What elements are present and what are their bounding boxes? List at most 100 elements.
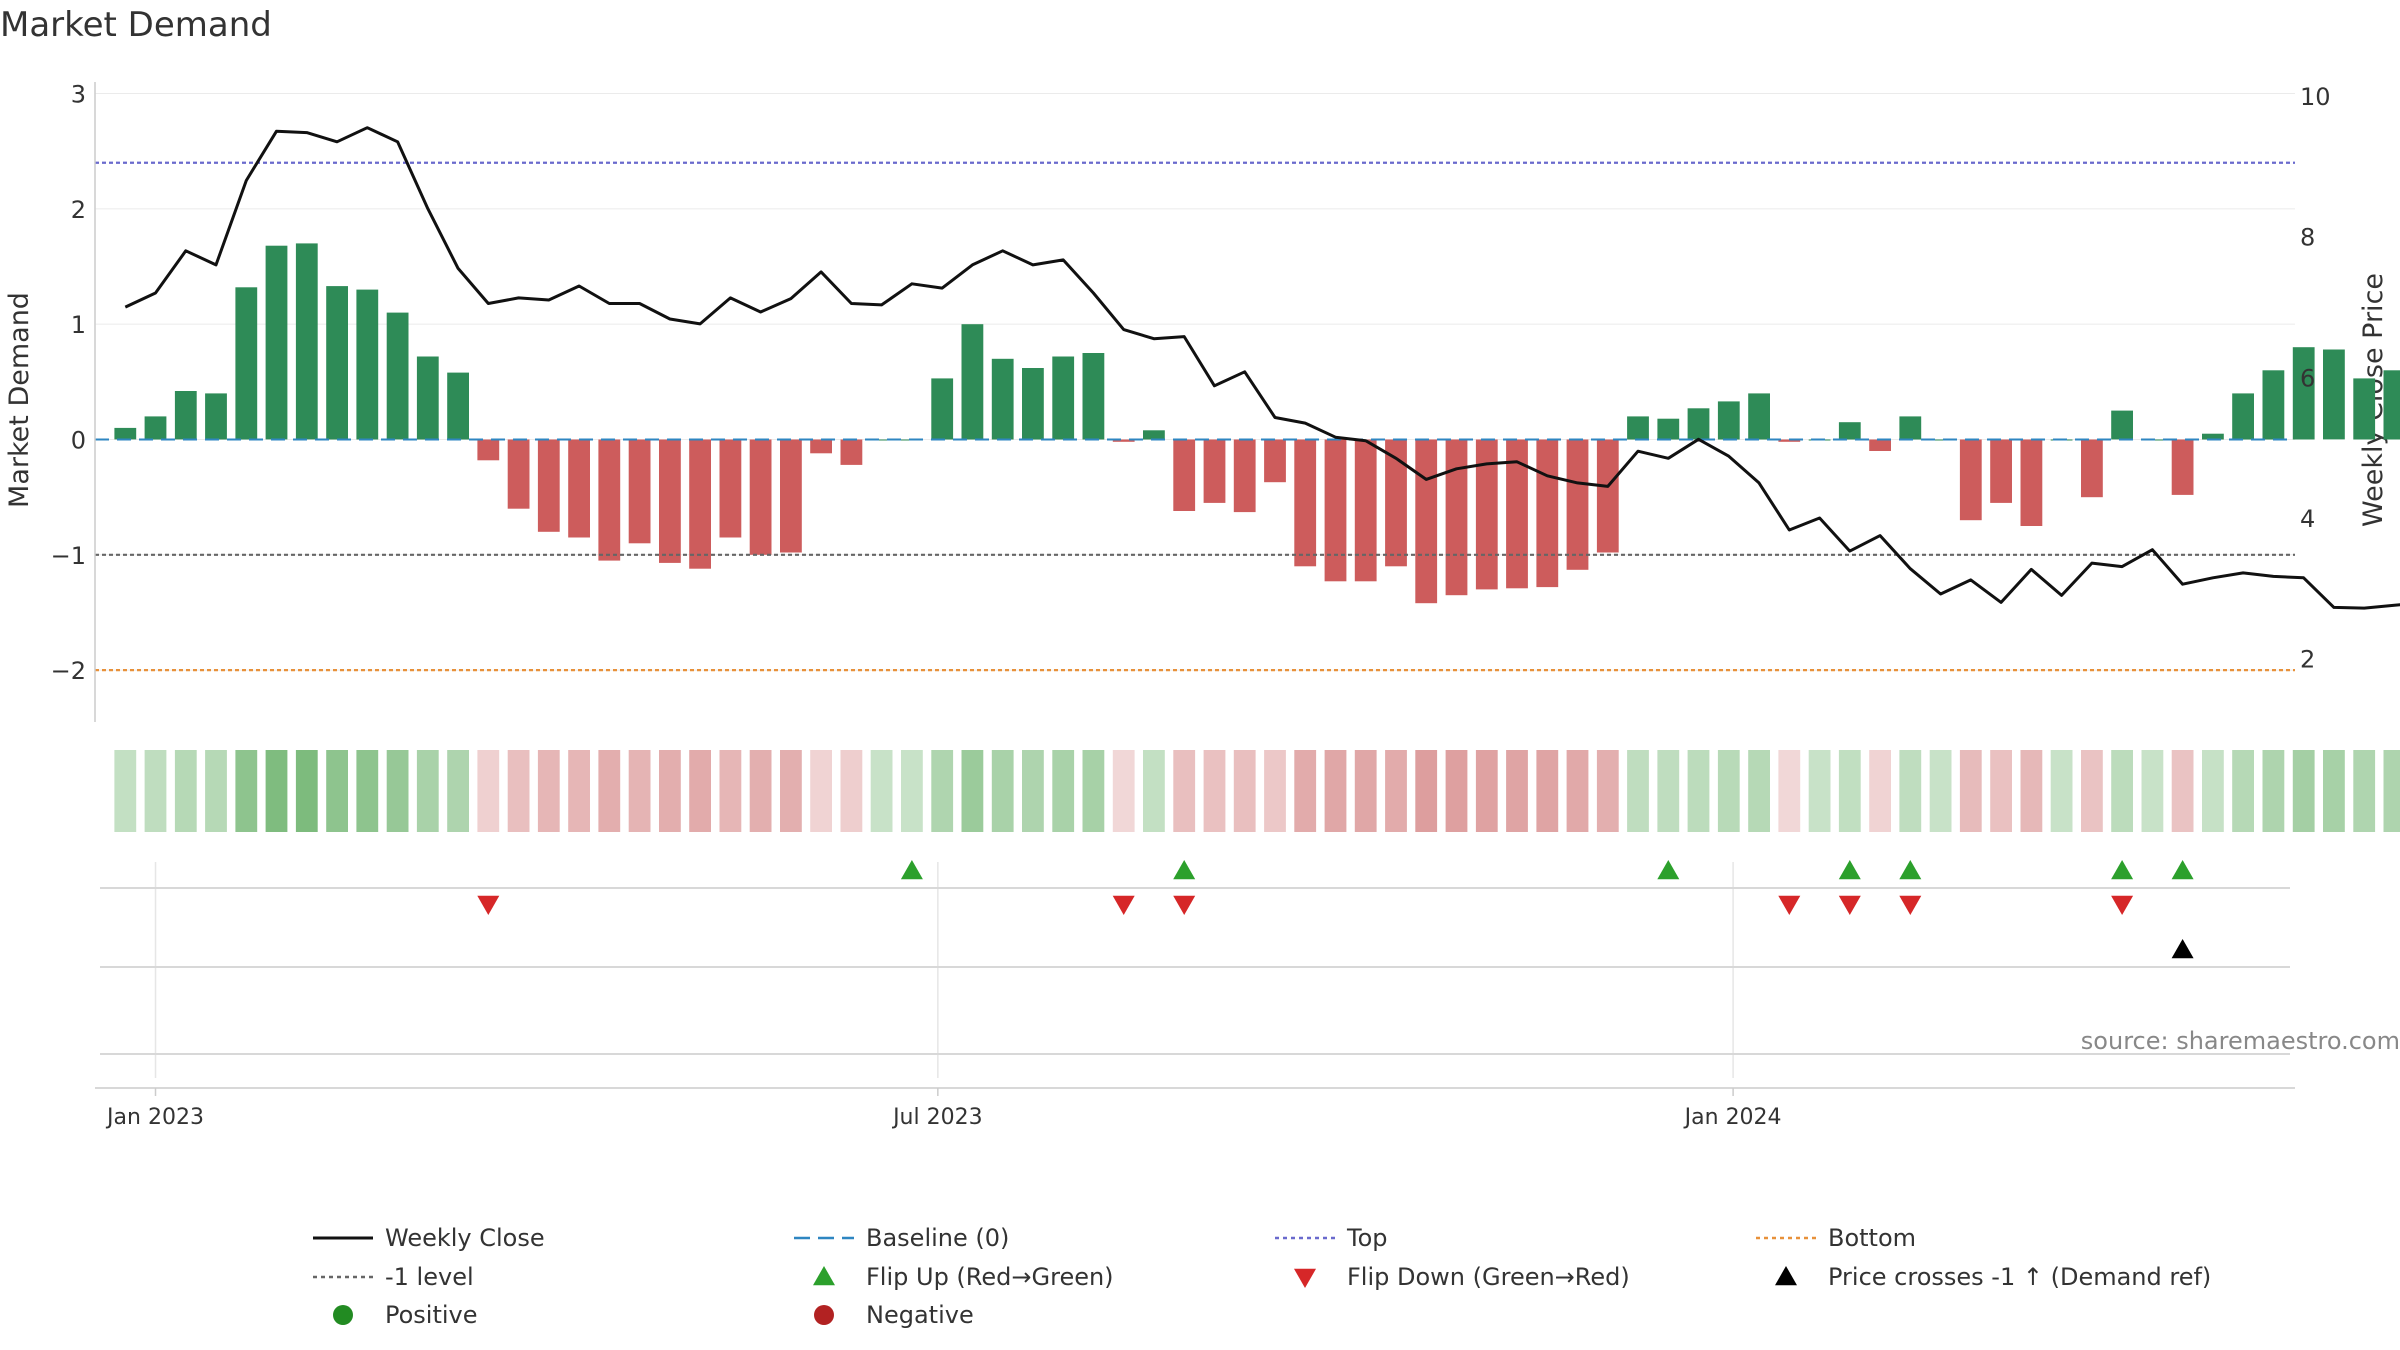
demand-bar — [507, 439, 530, 509]
heat-cell — [2232, 750, 2254, 832]
demand-bar — [2171, 439, 2194, 495]
heat-cell — [2202, 750, 2224, 832]
heat-cell — [1959, 750, 1982, 832]
demand-bar — [1415, 439, 1438, 604]
heat-cell — [1596, 750, 1619, 832]
demand-bar — [2323, 349, 2345, 440]
demand-bar — [1959, 439, 1982, 521]
heat-cell — [2383, 750, 2400, 832]
demand-bar — [1233, 439, 1256, 513]
demand-bar — [568, 439, 590, 538]
demand-bar — [1354, 439, 1377, 582]
cross-marker — [2171, 939, 2194, 959]
demand-bar — [1385, 439, 1407, 567]
demand-bar — [356, 289, 379, 440]
heat-cell — [356, 750, 379, 832]
heat-cell — [2262, 750, 2285, 832]
heat-cell — [628, 750, 651, 832]
demand-bar — [810, 439, 832, 454]
demand-bar — [1687, 408, 1710, 440]
heat-cell — [1445, 750, 1468, 832]
chart-title: Market Demand — [0, 5, 272, 45]
demand-bar — [1778, 439, 1801, 442]
demand-bar — [1536, 439, 1559, 588]
flip-up-marker — [1838, 860, 1861, 880]
demand-bar — [689, 439, 711, 569]
left-tick-label: 0 — [71, 426, 86, 454]
heat-cell — [235, 750, 258, 832]
flip-up-marker — [1173, 860, 1196, 880]
heat-cell — [1808, 750, 1831, 832]
legend-label: Flip Up (Red→Green) — [866, 1263, 1114, 1291]
demand-bar — [2292, 347, 2315, 440]
heat-cell — [295, 750, 318, 832]
demand-bar — [144, 416, 167, 440]
demand-bar — [659, 439, 681, 563]
heat-cell — [1929, 750, 1952, 832]
heat-cell — [265, 750, 288, 832]
heat-cell — [1173, 750, 1196, 832]
heat-cell — [568, 750, 590, 832]
right-tick-label: 6 — [2300, 364, 2315, 392]
demand-bar — [1899, 416, 1922, 440]
heat-cell — [1687, 750, 1710, 832]
heat-cell — [749, 750, 772, 832]
demand-bar — [2232, 393, 2254, 440]
flip-down-marker — [1173, 895, 1196, 915]
heat-cell — [144, 750, 167, 832]
demand-bar — [628, 439, 651, 544]
demand-bar — [1294, 439, 1317, 567]
heat-cell — [1717, 750, 1740, 832]
demand-bar — [931, 378, 954, 440]
price-line — [124, 126, 2400, 610]
heat-cell — [719, 750, 742, 832]
demand-bar — [1173, 439, 1196, 511]
heat-cell — [477, 750, 500, 832]
heat-cell — [1264, 750, 1286, 832]
demand-bar — [1929, 439, 1952, 441]
demand-bar — [1264, 439, 1286, 483]
source-credit: source: sharemaestro.com — [2081, 1027, 2400, 1055]
heat-cell — [1233, 750, 1256, 832]
legend-label: Negative — [866, 1301, 974, 1329]
left-tick-label: 2 — [71, 196, 86, 224]
demand-bar — [265, 245, 288, 440]
heat-cell — [1203, 750, 1226, 832]
flip-down-marker — [1899, 895, 1922, 915]
legend-label: Price crosses -1 ↑ (Demand ref) — [1828, 1263, 2211, 1291]
left-tick-label: −2 — [51, 657, 86, 685]
legend-swatch-triangle-up — [813, 1266, 835, 1286]
heat-cell — [810, 750, 832, 832]
demand-bar — [991, 358, 1014, 440]
demand-bar — [2202, 433, 2224, 440]
heat-cell — [1294, 750, 1317, 832]
flip-up-marker — [1899, 860, 1922, 880]
demand-bar — [416, 356, 439, 440]
right-tick-label: 8 — [2300, 224, 2315, 252]
heat-cell — [1899, 750, 1922, 832]
heat-cell — [386, 750, 409, 832]
heat-cell — [659, 750, 681, 832]
demand-bar — [326, 286, 348, 440]
legend-label: Flip Down (Green→Red) — [1347, 1263, 1630, 1291]
heat-cell — [2171, 750, 2194, 832]
right-tick-label: 10 — [2300, 83, 2331, 111]
flip-down-marker — [477, 895, 500, 915]
heat-cell — [1627, 750, 1649, 832]
heat-cell — [870, 750, 893, 832]
heat-cell — [537, 750, 560, 832]
demand-bar — [2111, 410, 2133, 440]
heat-cell — [1415, 750, 1438, 832]
demand-bar — [1112, 439, 1135, 442]
heat-cell — [689, 750, 711, 832]
demand-bar — [780, 439, 802, 553]
demand-bar — [1506, 439, 1528, 589]
heat-cell — [2111, 750, 2133, 832]
flip-up-marker — [2111, 860, 2134, 880]
demand-bar — [1657, 418, 1680, 440]
demand-bar — [1052, 356, 1075, 440]
flip-down-marker — [1838, 895, 1861, 915]
heat-cell — [780, 750, 802, 832]
demand-bar — [1022, 368, 1044, 440]
